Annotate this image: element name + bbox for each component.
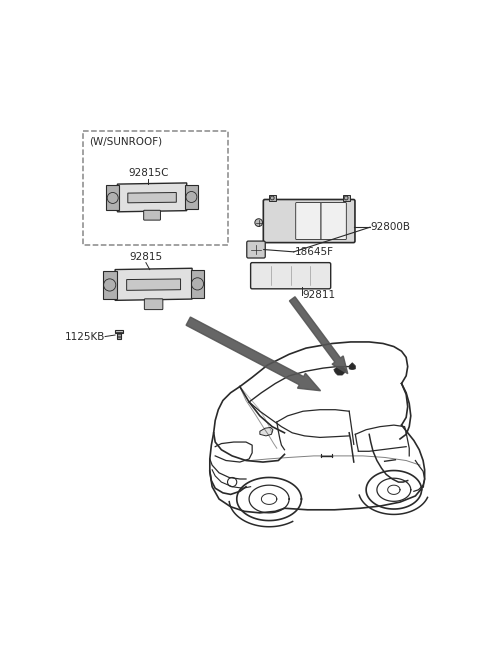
FancyBboxPatch shape [321, 202, 347, 240]
FancyBboxPatch shape [251, 263, 331, 289]
Polygon shape [260, 428, 273, 436]
Bar [115, 329, 123, 333]
FancyBboxPatch shape [34, 202, 59, 240]
Bar [343, 195, 349, 201]
FancyBboxPatch shape [264, 200, 355, 242]
Text: 92800B: 92800B [371, 222, 411, 233]
Bar [191, 270, 204, 298]
FancyBboxPatch shape [296, 202, 321, 240]
Polygon shape [128, 193, 176, 203]
FancyArrow shape [289, 297, 348, 373]
Text: (W/SUNROOF): (W/SUNROOF) [89, 137, 162, 147]
Bar [107, 185, 119, 210]
Bar [185, 185, 198, 210]
FancyArrow shape [186, 317, 321, 391]
Polygon shape [115, 269, 192, 301]
Bar [103, 271, 117, 299]
Text: 18645F: 18645F [295, 247, 334, 257]
Text: 92815C: 92815C [128, 168, 168, 178]
FancyBboxPatch shape [144, 299, 163, 310]
Polygon shape [127, 279, 180, 290]
Text: 1125KB: 1125KB [65, 331, 105, 341]
Bar [83, 131, 228, 245]
Polygon shape [334, 367, 346, 375]
Bar [117, 333, 121, 339]
Polygon shape [349, 363, 355, 369]
Bar [269, 195, 276, 201]
FancyBboxPatch shape [144, 210, 160, 220]
Circle shape [255, 219, 263, 227]
Text: 92811: 92811 [302, 290, 336, 300]
Polygon shape [118, 183, 187, 212]
FancyBboxPatch shape [247, 241, 265, 258]
Text: 92815: 92815 [129, 252, 162, 262]
